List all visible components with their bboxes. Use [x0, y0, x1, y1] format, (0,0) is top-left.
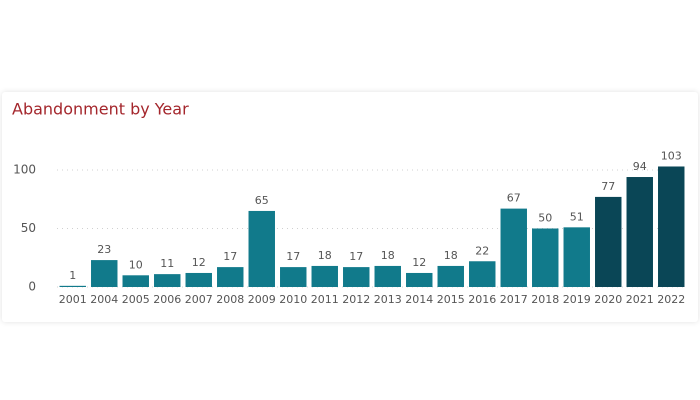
- bar: [658, 166, 685, 287]
- bar: [626, 177, 653, 287]
- x-tick-label: 2018: [531, 293, 559, 306]
- bar: [500, 208, 527, 287]
- bar: [469, 261, 496, 287]
- x-tick-label: 2016: [468, 293, 496, 306]
- x-tick-label: 2020: [594, 293, 622, 306]
- data-label: 51: [570, 210, 584, 223]
- bar: [59, 285, 86, 287]
- data-label: 11: [160, 257, 174, 270]
- data-label: 1: [69, 269, 76, 282]
- data-label: 17: [286, 250, 300, 263]
- x-tick-label: 2012: [342, 293, 370, 306]
- data-label: 18: [381, 249, 395, 262]
- bar: [532, 228, 559, 287]
- x-tick-label: 2022: [657, 293, 685, 306]
- bar: [374, 265, 401, 287]
- data-label: 65: [255, 194, 269, 207]
- x-tick-label: 2017: [500, 293, 528, 306]
- bar: [248, 210, 275, 287]
- data-label: 12: [192, 256, 206, 269]
- bar: [280, 267, 307, 287]
- bar: [217, 267, 244, 287]
- data-label: 94: [633, 160, 647, 173]
- bar: [406, 272, 433, 287]
- x-tick-label: 2019: [563, 293, 591, 306]
- data-label: 103: [661, 149, 682, 162]
- bar: [343, 267, 370, 287]
- x-tick-label: 2015: [437, 293, 465, 306]
- y-tick-label: 0: [28, 280, 36, 294]
- data-label: 17: [223, 250, 237, 263]
- x-tick-label: 2014: [405, 293, 433, 306]
- data-label: 12: [412, 256, 426, 269]
- data-label: 17: [349, 250, 363, 263]
- chart-title: Abandonment by Year: [12, 100, 189, 119]
- bar: [185, 272, 212, 287]
- x-tick-label: 2006: [153, 293, 181, 306]
- data-label: 18: [318, 249, 332, 262]
- x-tick-label: 2008: [216, 293, 244, 306]
- bar: [595, 196, 622, 287]
- bar: [563, 227, 590, 287]
- x-tick-label: 2005: [122, 293, 150, 306]
- data-label: 50: [538, 212, 552, 225]
- x-tick-label: 2004: [90, 293, 118, 306]
- x-tick-label: 2009: [248, 293, 276, 306]
- x-tick-label: 2010: [279, 293, 307, 306]
- data-label: 77: [601, 180, 615, 193]
- data-label: 23: [97, 243, 111, 256]
- x-tick-label: 2021: [626, 293, 654, 306]
- x-tick-label: 2007: [185, 293, 213, 306]
- bar: [122, 275, 149, 287]
- data-label: 22: [475, 244, 489, 257]
- x-tick-label: 2011: [311, 293, 339, 306]
- bar: [437, 265, 464, 287]
- y-tick-label: 100: [13, 163, 36, 177]
- data-label: 67: [507, 192, 521, 205]
- data-label: 18: [444, 249, 458, 262]
- bar: [311, 265, 338, 287]
- x-tick-label: 2001: [59, 293, 87, 306]
- data-label: 10: [129, 258, 143, 271]
- bar: [91, 260, 118, 287]
- x-tick-label: 2013: [374, 293, 402, 306]
- bar: [154, 274, 181, 287]
- y-tick-label: 50: [21, 221, 36, 235]
